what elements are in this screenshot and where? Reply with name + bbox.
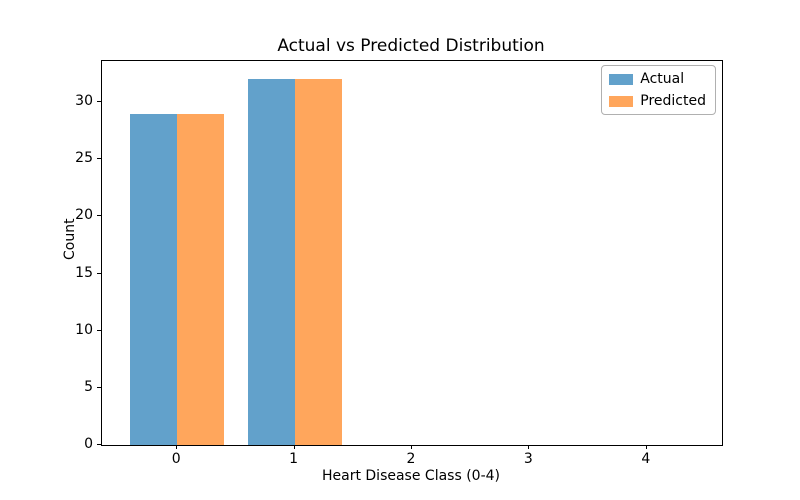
y-tick-label-20: 20 — [75, 207, 93, 224]
x-axis-label: Heart Disease Class (0-4) — [321, 468, 500, 484]
y-tick-mark-15 — [97, 272, 101, 274]
x-tick-mark-3 — [528, 445, 530, 449]
y-tick-mark-30 — [97, 101, 101, 103]
bar-actual-class-1 — [247, 79, 295, 445]
plot-area: Actual Predicted — [101, 60, 723, 446]
legend-row-predicted: Predicted — [609, 93, 706, 109]
chart-title: Actual vs Predicted Distribution — [277, 36, 545, 56]
x-tick-mark-1 — [293, 445, 295, 449]
bar-predicted-class-1 — [294, 79, 342, 445]
y-tick-label-15: 15 — [75, 264, 93, 281]
y-tick-label-0: 0 — [84, 436, 93, 452]
legend-label-predicted: Predicted — [640, 93, 706, 109]
x-tick-label-2: 2 — [406, 451, 416, 467]
x-tick-label-4: 4 — [641, 451, 651, 467]
x-tick-label-0: 0 — [171, 451, 181, 467]
y-tick-mark-25 — [97, 158, 101, 160]
x-tick-label-1: 1 — [289, 451, 299, 467]
y-tick-mark-5 — [97, 386, 101, 388]
y-tick-label-30: 30 — [75, 93, 93, 110]
bar-predicted-class-0 — [177, 113, 225, 445]
legend-row-actual: Actual — [609, 71, 706, 87]
legend-swatch-predicted — [609, 95, 634, 107]
y-tick-label-25: 25 — [75, 150, 93, 167]
legend-label-actual: Actual — [640, 71, 685, 87]
x-tick-label-3: 3 — [523, 451, 533, 467]
y-tick-label-10: 10 — [75, 321, 93, 338]
legend: Actual Predicted — [601, 65, 716, 115]
x-tick-mark-0 — [176, 445, 178, 449]
y-axis-label: Count — [61, 218, 78, 260]
legend-swatch-actual — [609, 73, 634, 85]
y-tick-mark-10 — [97, 329, 101, 331]
x-tick-mark-4 — [645, 445, 647, 449]
y-tick-mark-0 — [97, 444, 101, 445]
y-tick-label-5: 5 — [84, 378, 93, 395]
y-tick-mark-20 — [97, 215, 101, 217]
x-tick-mark-2 — [411, 445, 412, 449]
bar-actual-class-0 — [130, 113, 178, 445]
